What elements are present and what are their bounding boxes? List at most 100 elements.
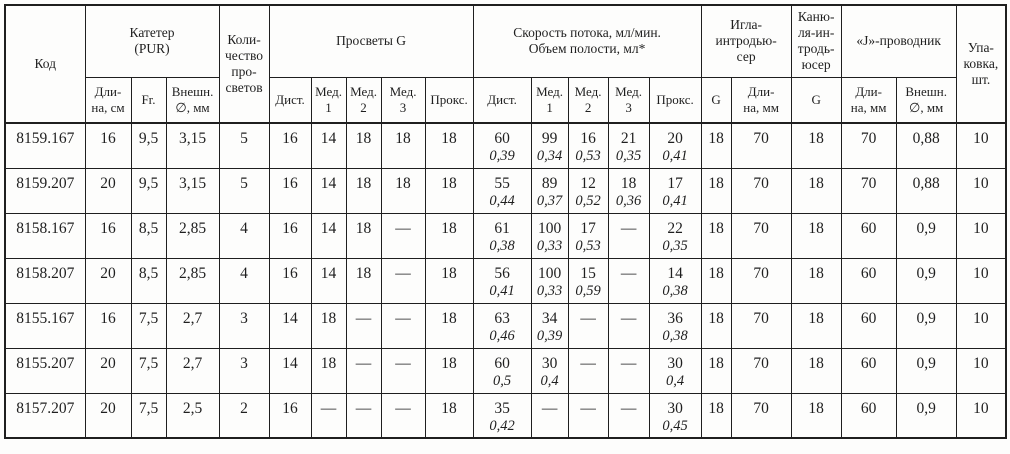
header-flow-med2: Мед. 2 [567, 76, 609, 124]
header-flow-med1: Мед. 1 [530, 76, 569, 124]
header-flow-prox: Прокс. [648, 76, 702, 124]
flow-rate: — [580, 354, 596, 372]
cell-catheter-fr: 7,5 [130, 347, 167, 394]
cell-guidewire-length: 70 [840, 122, 897, 169]
cell-lumen-g: 18 [345, 257, 382, 304]
header-cannula-g: G [790, 76, 842, 124]
flow-rate: 17 [667, 174, 683, 192]
cell-lumen-g: — [380, 257, 426, 304]
cell-pack: 10 [955, 122, 1007, 169]
cell-guidewire-length: 60 [840, 302, 897, 349]
cell-lumen-g: 14 [268, 302, 312, 349]
cell-code: 8159.167 [4, 122, 86, 169]
cell-pack: 10 [955, 392, 1007, 439]
cell-code: 8159.207 [4, 167, 86, 214]
flow-rate: — [620, 399, 637, 417]
cell-catheter-outer-d: 2,7 [165, 347, 220, 394]
cell-lumen-g: 18 [310, 347, 347, 394]
header-flow-dist: Дист. [472, 76, 532, 124]
cell-flow: — [567, 392, 609, 439]
cell-flow: 100 0,33 [530, 212, 569, 259]
flow-rate: 60 [494, 354, 510, 372]
cavity-volume: 0,44 [489, 192, 515, 209]
header-lumen-prox: Прокс. [424, 76, 474, 124]
cell-flow: 18 0,36 [607, 167, 650, 214]
table-header: Код Катетер (PUR) Коли- чество про- свет… [4, 4, 1007, 124]
cell-cannula-g: 18 [790, 122, 842, 169]
cell-catheter-outer-d: 2,85 [165, 257, 220, 304]
cell-lumen-g: 18 [380, 122, 426, 169]
cell-cannula-g: 18 [790, 392, 842, 439]
cell-needle-length: 70 [730, 257, 792, 304]
cell-catheter-length: 20 [84, 257, 132, 304]
cell-needle-length: 70 [730, 167, 792, 214]
flow-rate: 22 [667, 219, 683, 237]
cell-flow: 15 0,59 [567, 257, 609, 304]
header-catheter-length: Дли- на, см [84, 76, 132, 124]
cell-lumen-g: 18 [424, 392, 474, 439]
header-code: Код [4, 4, 86, 124]
cavity-volume: 0,42 [489, 417, 515, 434]
flow-rate: — [620, 309, 637, 327]
flow-rate: 14 [667, 264, 683, 282]
cell-flow: 22 0,35 [648, 212, 702, 259]
header-sub-row: Дли- на, см Fr. Внешн. ∅, мм Дист. Мед. … [5, 76, 1006, 124]
cavity-volume: 0,41 [662, 148, 688, 164]
cell-lumen-g: 14 [310, 212, 347, 259]
cell-catheter-length: 16 [84, 302, 132, 349]
flow-rate: 21 [620, 130, 637, 147]
cell-guidewire-outer-d: 0,9 [895, 392, 957, 439]
cell-flow: 30 0,4 [530, 347, 569, 394]
cell-pack: 10 [955, 347, 1007, 394]
cell-lumen-g: 16 [268, 212, 312, 259]
cell-guidewire-length: 60 [840, 347, 897, 394]
cavity-volume: 0,34 [536, 148, 563, 164]
flow-rate: 99 [541, 130, 558, 147]
flow-rate: 30 [667, 354, 683, 372]
header-lumen-med1: Мед. 1 [310, 76, 347, 124]
cell-needle-length: 70 [730, 392, 792, 439]
cell-flow: 61 0,38 [472, 212, 532, 259]
cell-flow: 55 0,44 [472, 167, 532, 214]
cell-needle-g: 18 [700, 347, 732, 394]
cell-catheter-length: 16 [84, 212, 132, 259]
flow-rate: 30 [541, 354, 558, 372]
cell-needle-length: 70 [730, 347, 792, 394]
cell-code: 8155.167 [4, 302, 86, 349]
table-row: 8159.207 20 9,5 3,15 5 16 14 18 18 18 55 0,44 89 0,37… [4, 167, 1007, 214]
cell-pack: 10 [955, 212, 1007, 259]
cell-needle-g: 18 [700, 122, 732, 169]
cavity-volume: 0,33 [536, 282, 563, 299]
flow-rate: 16 [580, 130, 596, 147]
header-lumen-med2: Мед. 2 [345, 76, 382, 124]
cell-catheter-outer-d: 2,5 [165, 392, 220, 439]
cell-cannula-g: 18 [790, 302, 842, 349]
header-needle-g: G [700, 76, 732, 124]
cell-catheter-outer-d: 3,15 [165, 122, 220, 169]
header-guidewire-group: «J»-проводник [840, 4, 957, 78]
cell-lumen-g: 16 [268, 392, 312, 439]
cavity-volume: 0,59 [575, 282, 601, 299]
cell-guidewire-outer-d: 0,9 [895, 347, 957, 394]
cell-catheter-fr: 7,5 [130, 392, 167, 439]
cell-flow: — [567, 347, 609, 394]
cell-flow: 14 0,38 [648, 257, 702, 304]
cavity-volume: 0,38 [662, 282, 688, 299]
cell-lumen-g: — [345, 392, 382, 439]
cavity-volume: 0,39 [489, 148, 515, 164]
cell-guidewire-length: 60 [840, 257, 897, 304]
cell-flow: 34 0,39 [530, 302, 569, 349]
cell-catheter-fr: 7,5 [130, 302, 167, 349]
cell-lumen-count: 3 [218, 347, 270, 394]
header-needle-group: Игла- интродью- сер [700, 4, 792, 78]
cell-lumen-g: 18 [310, 302, 347, 349]
flow-rate: 12 [580, 174, 596, 192]
cell-flow: — [530, 392, 569, 439]
cell-lumen-g: 18 [424, 167, 474, 214]
cell-catheter-fr: 9,5 [130, 167, 167, 214]
header-lumen-dist: Дист. [268, 76, 312, 124]
cavity-volume: 0,53 [575, 148, 601, 164]
cell-flow: 20 0,41 [648, 122, 702, 169]
cell-lumen-g: 18 [424, 347, 474, 394]
header-lumen-count: Коли- чество про- светов [218, 4, 270, 124]
